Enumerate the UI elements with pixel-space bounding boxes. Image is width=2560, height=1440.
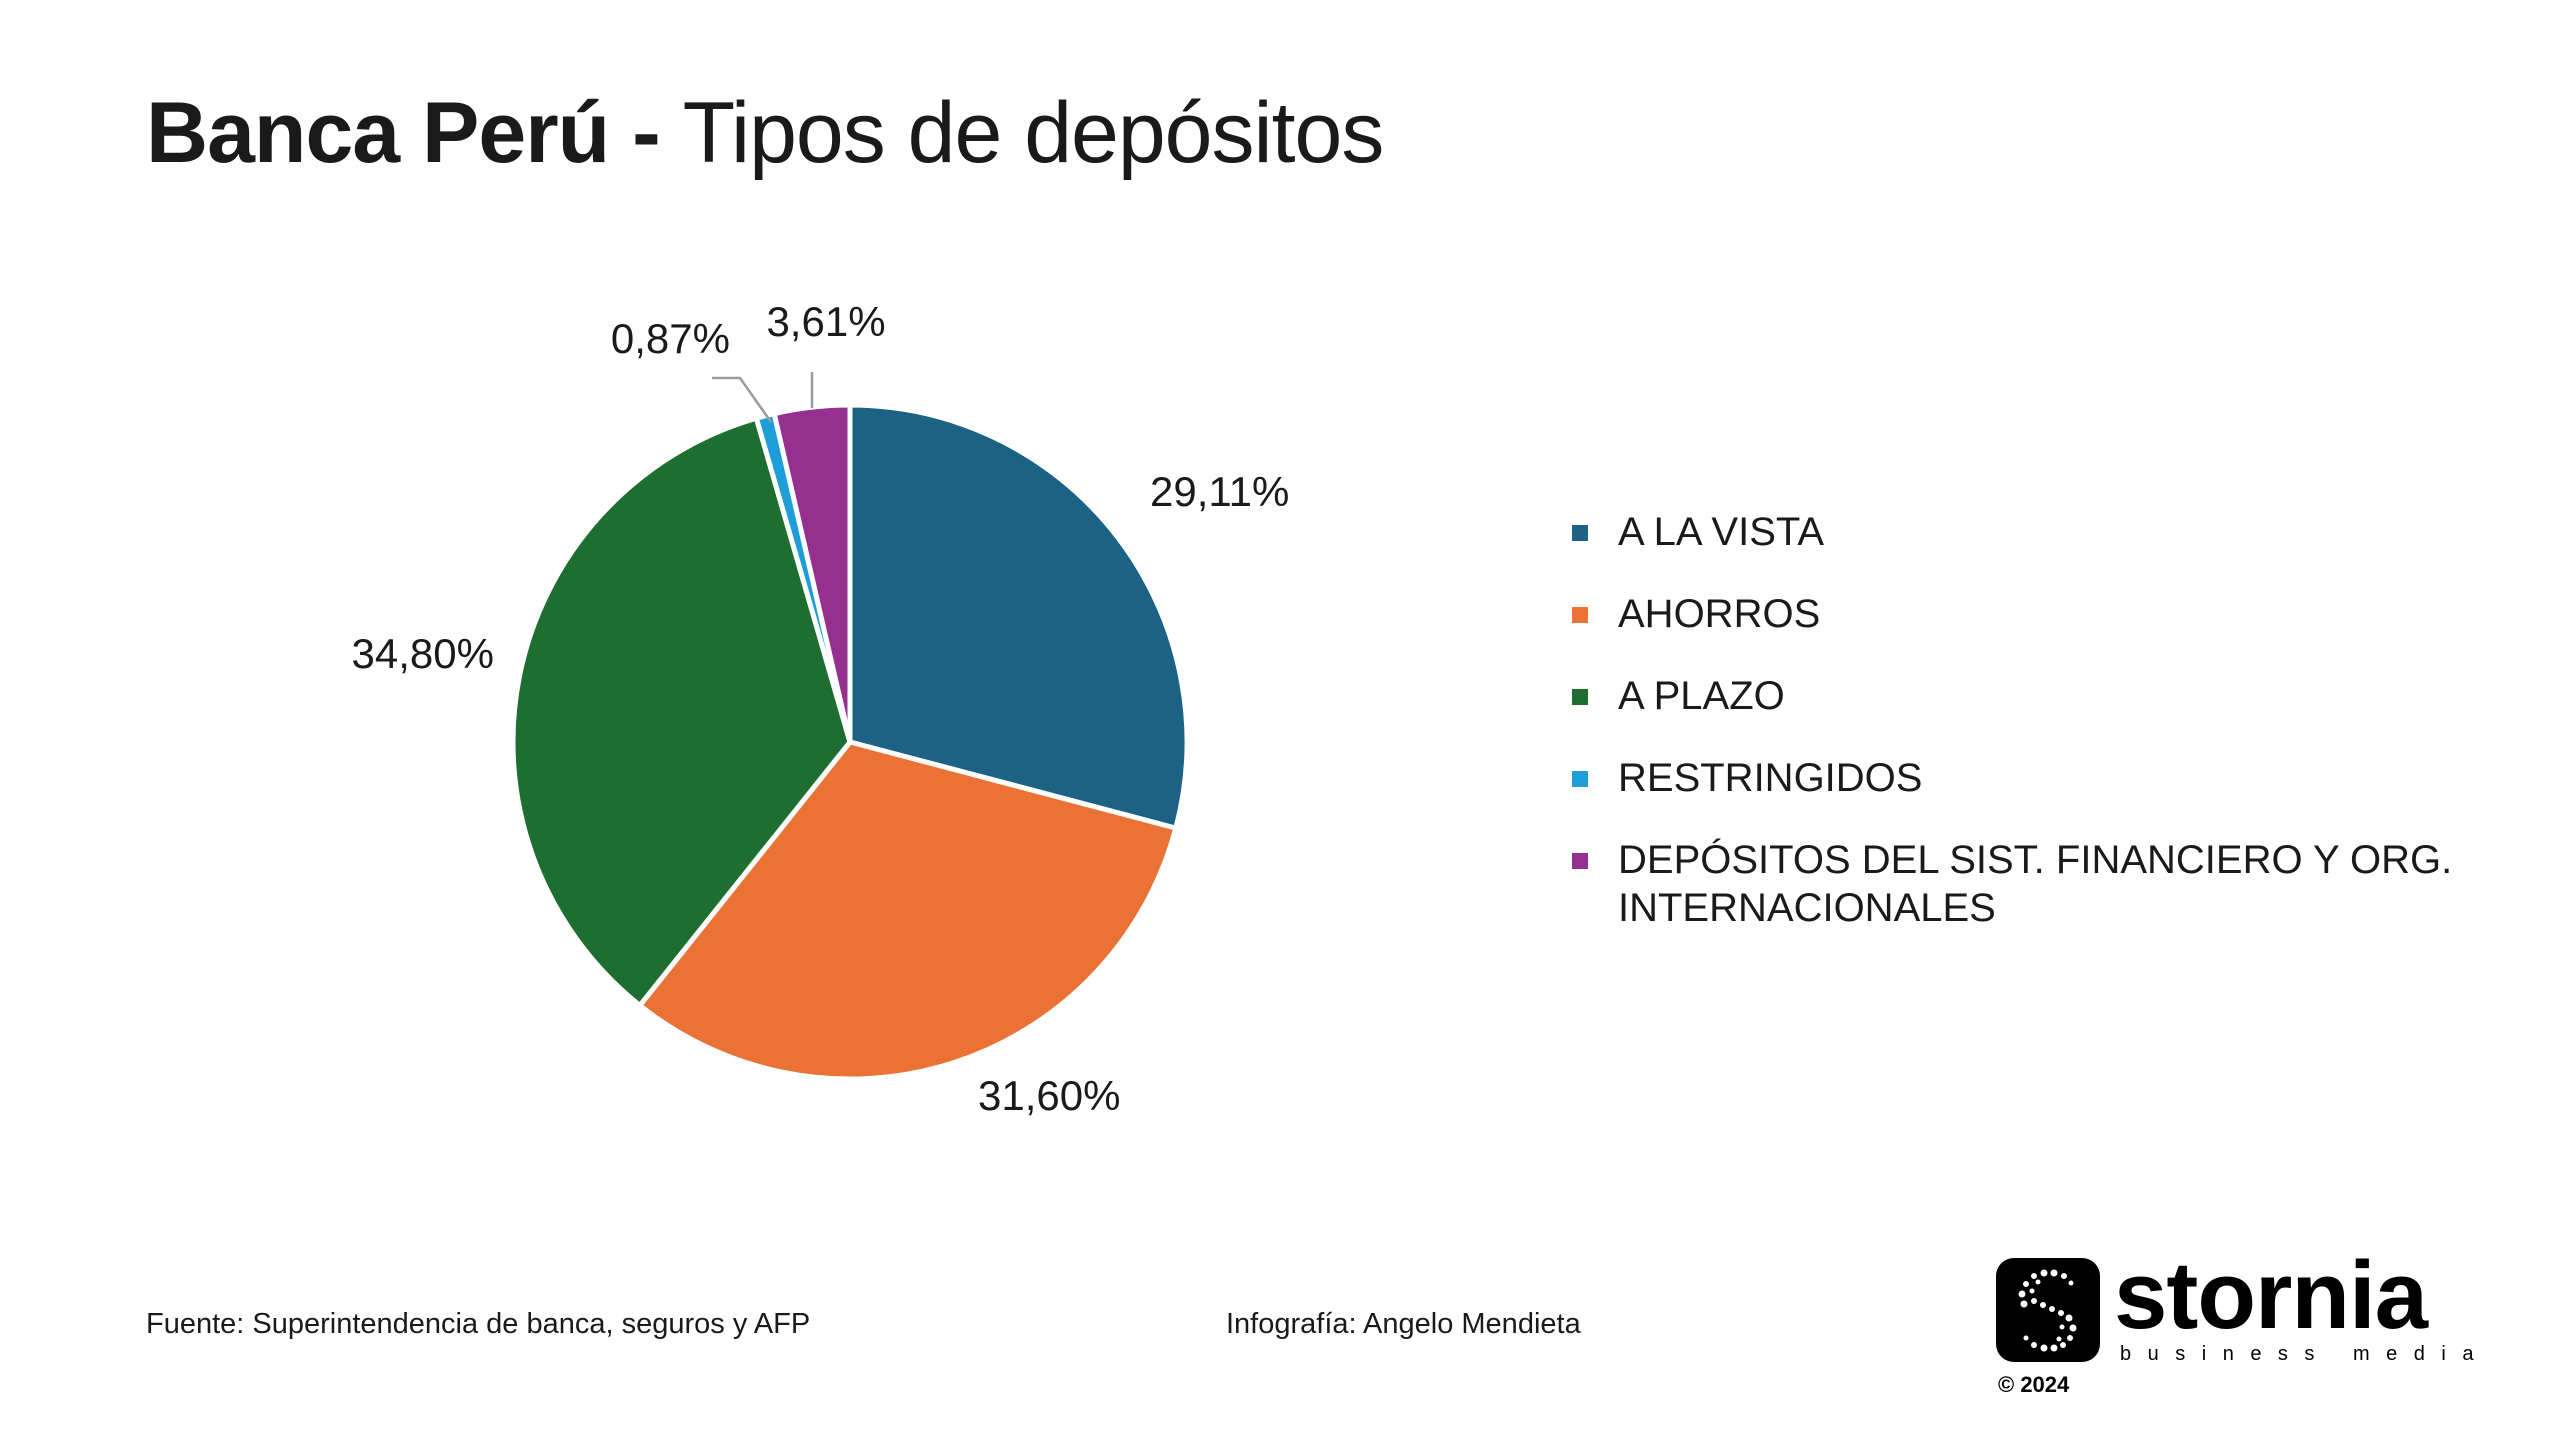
legend-label: A LA VISTA (1618, 510, 1825, 554)
source-note: Fuente: Superintendencia de banca, segur… (146, 1308, 811, 1340)
legend-swatch (1572, 689, 1588, 705)
legend-swatch (1572, 607, 1588, 623)
brand-copyright: © 2024 (1998, 1372, 2070, 1397)
legend-item-a-la-vista: A LA VISTA (1572, 508, 2512, 556)
stornia-logo-icon (1996, 1258, 2100, 1362)
legend-swatch (1572, 853, 1588, 869)
legend-swatch (1572, 525, 1588, 541)
legend-swatch (1572, 771, 1588, 787)
leader-line-restringidos (712, 376, 773, 423)
legend-item-ahorros: AHORROS (1572, 590, 2512, 638)
data-label-restringidos: 0,87% (611, 315, 730, 362)
data-label-a-la-vista: 29,11% (1150, 468, 1289, 515)
pie-slice-ahorros (637, 739, 1179, 1082)
legend-label: DEPÓSITOS DEL SIST. FINANCIERO Y ORG. IN… (1618, 838, 2453, 930)
legend-label: AHORROS (1618, 592, 1821, 636)
legend-item-restringidos: RESTRINGIDOS (1572, 754, 2512, 802)
legend-item-depositos-sist-financiero: DEPÓSITOS DEL SIST. FINANCIERO Y ORG. IN… (1572, 836, 2512, 932)
legend: A LA VISTA AHORROS A PLAZO RESTRINGIDOS … (1572, 508, 2512, 966)
data-label-ahorros: 31,60% (978, 1072, 1120, 1119)
legend-label: RESTRINGIDOS (1618, 756, 1923, 800)
title-bold: Banca Perú - (146, 85, 683, 181)
brand-block: stornia business media © 2024 (1996, 1242, 2473, 1408)
brand-tagline: business media (2120, 1343, 2490, 1365)
data-label-depositos-sist-financiero: 3,61% (766, 298, 885, 345)
pie-slice-a-la-vista (847, 402, 1190, 831)
legend-label: A PLAZO (1618, 674, 1785, 718)
brand-name: stornia (2114, 1242, 2428, 1349)
page-title: Banca Perú - Tipos de depósitos (146, 78, 1385, 188)
legend-item-a-plazo: A PLAZO (1572, 672, 2512, 720)
title-light: Tipos de depósitos (682, 85, 1385, 181)
infographic-credit: Infografía: Angelo Mendieta (1226, 1308, 1581, 1340)
data-label-a-plazo: 34,80% (352, 630, 494, 677)
pie-slice-a-plazo (510, 415, 853, 1008)
